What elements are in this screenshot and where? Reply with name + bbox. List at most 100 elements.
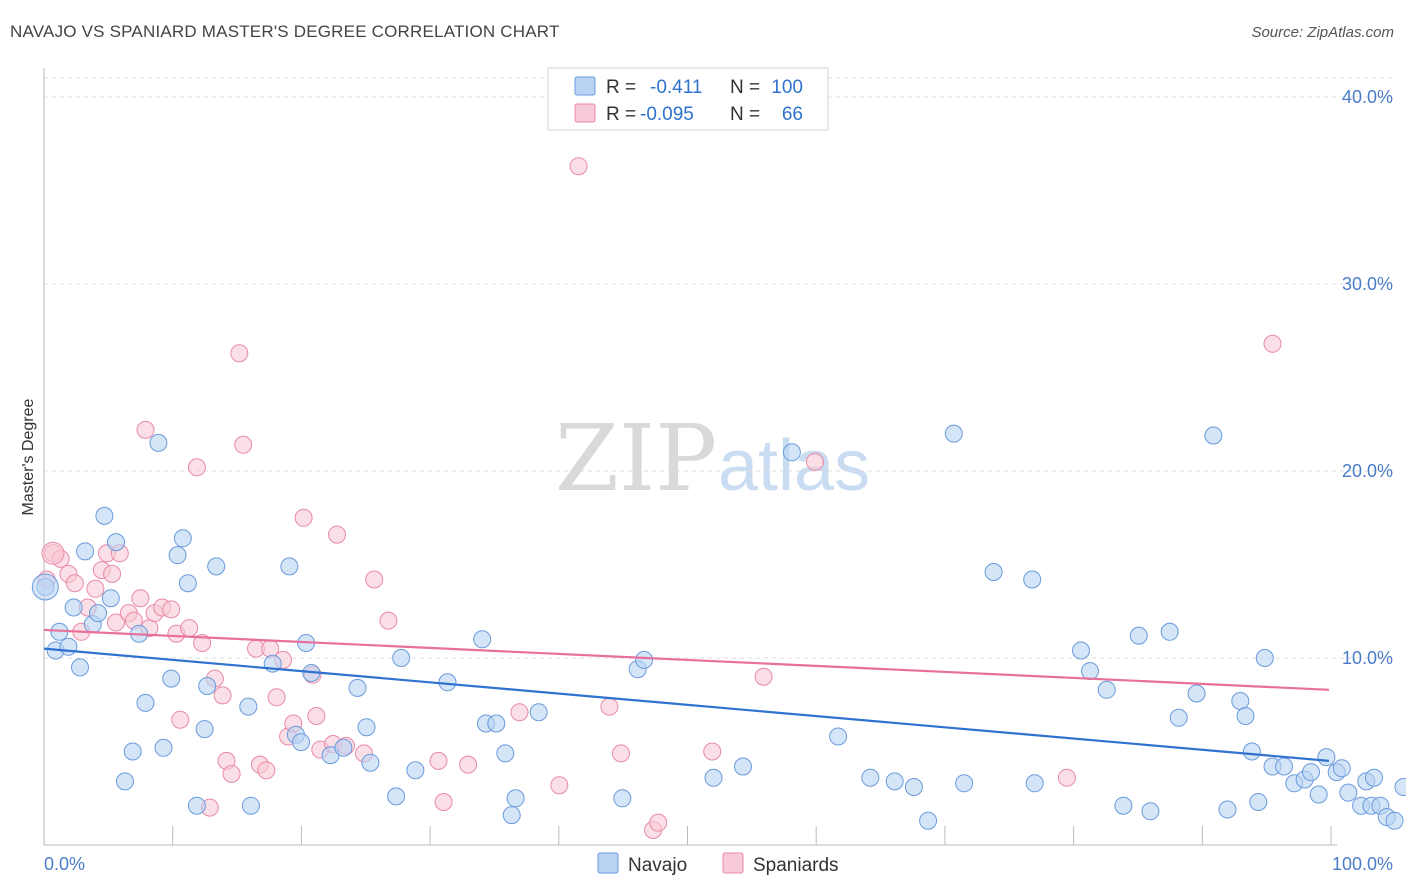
navajo-point-22 — [187, 796, 206, 815]
navajo-point-63 — [984, 563, 1003, 581]
spaniards-point-61 — [703, 742, 722, 761]
legend-swatch-navajo — [574, 76, 596, 96]
spaniards-point-60 — [649, 813, 668, 832]
legend-r-label-spaniards: R = — [606, 104, 636, 125]
spaniards-point-30 — [222, 764, 241, 783]
chart-title: NAVAJO VS SPANIARD MASTER'S DEGREE CORRE… — [10, 22, 560, 41]
navajo-point-64 — [1023, 570, 1042, 589]
gridlines — [44, 77, 1393, 659]
spaniards-point-62 — [754, 667, 773, 686]
navajo-point-38 — [361, 753, 380, 772]
spaniards-point-31 — [230, 344, 249, 363]
spaniards-point-25 — [193, 634, 212, 652]
navajo-point-31 — [292, 733, 310, 752]
navajo-point-77 — [1231, 692, 1250, 710]
source-label: Source: ZipAtlas.com — [1251, 24, 1394, 41]
navajo-point-79 — [1242, 742, 1261, 761]
navajo-point-65 — [1025, 774, 1044, 793]
navajo-point-52 — [635, 650, 654, 669]
navajo-point-69 — [1114, 796, 1133, 815]
navajo-point-12 — [116, 772, 134, 791]
navajo-point-91 — [1339, 783, 1358, 802]
navajo-point-54 — [734, 757, 752, 776]
legend-r-label-navajo: R = — [606, 77, 636, 98]
navajo-point-55 — [782, 443, 801, 462]
spaniards-point-53 — [459, 755, 478, 774]
navajo-point-11 — [107, 533, 125, 552]
watermark: ZIP atlas — [555, 405, 870, 512]
navajo-point-90 — [1332, 759, 1351, 778]
x-ticks — [172, 826, 1332, 845]
navajo-point-60 — [919, 811, 938, 830]
navajo-points — [31, 424, 1406, 830]
spaniards-point-49 — [365, 570, 384, 589]
spaniards-trend-line — [43, 628, 1330, 691]
navajo-point-61 — [944, 424, 963, 443]
spaniards-point-64 — [1057, 768, 1076, 787]
navajo-point-17 — [154, 738, 173, 757]
navajo-point-83 — [1275, 757, 1293, 776]
spaniards-point-51 — [429, 751, 448, 770]
spaniards-point-65 — [1263, 334, 1282, 353]
navajo-point-5 — [71, 658, 89, 677]
navajo-point-73 — [1169, 708, 1188, 727]
navajo-point-68 — [1097, 680, 1116, 699]
series-legend-swatch-navajo — [597, 852, 619, 874]
navajo-point-70 — [1129, 626, 1148, 645]
navajo-point-87 — [1309, 785, 1328, 804]
navajo-point-58 — [885, 772, 904, 791]
navajo-point-71 — [1141, 802, 1160, 821]
navajo-point-41 — [406, 761, 425, 780]
x-tick-label-max: 100.0% — [1332, 854, 1393, 874]
trend-lines — [43, 628, 1330, 762]
navajo-point-80 — [1249, 793, 1268, 811]
spaniards-point-57 — [600, 697, 619, 716]
spaniards-point-54 — [510, 703, 529, 722]
navajo-point-86 — [1302, 763, 1320, 782]
navajo-point-53 — [704, 768, 723, 787]
y-tick-label-10: 10.0% — [1342, 648, 1393, 668]
spaniards-point-35 — [257, 761, 276, 780]
navajo-point-37 — [357, 718, 376, 737]
y-tick-labels: 10.0% 20.0% 30.0% 40.0% — [1342, 87, 1393, 668]
watermark-zip: ZIP — [555, 405, 717, 512]
navajo-point-27 — [241, 796, 260, 815]
navajo-point-76 — [1218, 800, 1237, 819]
navajo-point-75 — [1204, 426, 1223, 445]
navajo-point-43 — [473, 630, 492, 649]
navajo-point-26 — [239, 697, 258, 716]
navajo-point-8 — [89, 604, 107, 623]
navajo-point-40 — [392, 649, 411, 667]
navajo-point-23 — [195, 720, 214, 739]
navajo-point-47 — [502, 806, 521, 825]
spaniards-point-24 — [187, 458, 206, 477]
navajo-cluster-point — [31, 573, 59, 601]
navajo-point-49 — [529, 703, 548, 722]
y-tick-label-30: 30.0% — [1342, 274, 1393, 294]
navajo-point-15 — [136, 693, 155, 712]
legend-r-value-spaniards: -0.095 — [640, 104, 694, 125]
spaniards-point-15 — [131, 589, 150, 608]
legend-swatch-spaniards — [574, 103, 596, 123]
spaniards-point-7 — [86, 579, 105, 598]
navajo-point-29 — [280, 557, 299, 576]
navajo-trend-line — [43, 647, 1330, 762]
spaniards-point-41 — [294, 508, 313, 527]
spaniards-point-16 — [136, 420, 155, 439]
navajo-point-25 — [207, 557, 226, 576]
spaniards-point-10 — [103, 564, 122, 583]
navajo-point-19 — [168, 546, 187, 565]
navajo-point-67 — [1081, 662, 1099, 681]
navajo-point-46 — [496, 744, 515, 763]
y-tick-label-20: 20.0% — [1342, 461, 1393, 481]
navajo-point-95 — [1365, 768, 1383, 787]
navajo-point-74 — [1187, 684, 1206, 703]
spaniards-cluster-point — [41, 541, 65, 565]
navajo-point-24 — [198, 677, 217, 695]
navajo-point-3 — [59, 637, 78, 656]
navajo-point-36 — [348, 678, 367, 697]
spaniards-point-58 — [612, 744, 630, 763]
spaniards-point-23 — [180, 619, 199, 638]
navajo-point-56 — [829, 727, 848, 746]
